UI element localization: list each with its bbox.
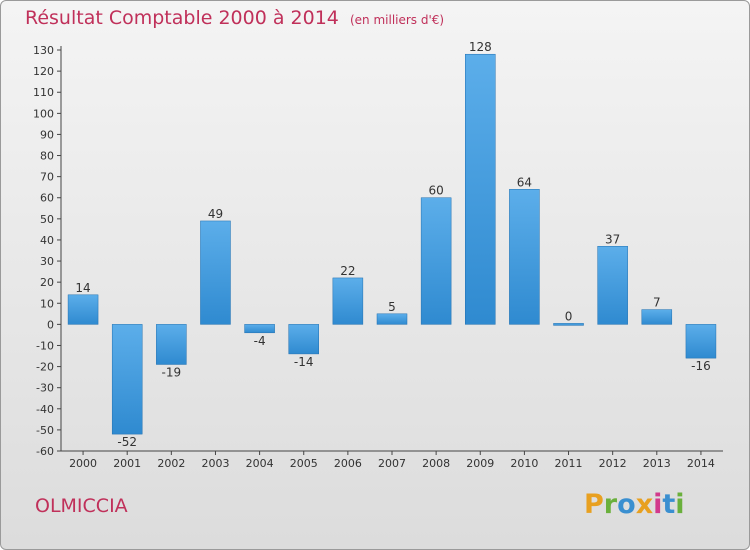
- logo-letter: x: [635, 489, 654, 520]
- x-tick-label: 2003: [201, 457, 229, 470]
- proxiti-logo: Proxiti: [584, 489, 685, 520]
- bar-value-label: 22: [340, 264, 355, 278]
- bar: [67, 294, 99, 325]
- x-tick-label: 2007: [378, 457, 406, 470]
- y-tick-label: -40: [36, 403, 54, 416]
- y-tick-label: -60: [36, 445, 54, 458]
- bar: [200, 220, 231, 325]
- y-tick-label: 130: [33, 44, 54, 57]
- bar-value-label: 7: [653, 296, 661, 310]
- title-main: Résultat Comptable 2000 à 2014: [25, 7, 339, 29]
- x-tick-label: 2013: [643, 457, 671, 470]
- y-tick-label: 100: [33, 107, 54, 120]
- bar: [509, 189, 540, 325]
- bar-value-label: -14: [294, 355, 314, 369]
- bar-value-label: -52: [117, 435, 137, 449]
- logo-letter: r: [603, 489, 618, 520]
- y-tick-label: 110: [33, 86, 54, 99]
- bar: [288, 324, 319, 355]
- y-tick-label: 0: [47, 318, 54, 331]
- y-tick-label: -20: [36, 361, 54, 374]
- bar-value-label: -16: [691, 359, 711, 373]
- y-tick-label: 60: [40, 192, 54, 205]
- bar-value-label: 60: [428, 184, 443, 198]
- bar: [376, 313, 408, 325]
- y-tick-label: -50: [36, 424, 54, 437]
- bar-value-label: 64: [517, 175, 532, 189]
- chart-title: Résultat Comptable 2000 à 2014 (en milli…: [25, 7, 444, 29]
- y-tick-label: 80: [40, 150, 54, 163]
- x-tick-label: 2009: [466, 457, 494, 470]
- x-tick-label: 2006: [334, 457, 362, 470]
- bar: [553, 323, 584, 326]
- x-tick-label: 2005: [290, 457, 318, 470]
- commune-name: OLMICCIA: [35, 495, 128, 517]
- x-tick-label: 2002: [157, 457, 185, 470]
- y-tick-label: 30: [40, 255, 54, 268]
- bar: [156, 324, 187, 365]
- y-tick-label: 20: [40, 276, 54, 289]
- bar: [597, 246, 628, 325]
- bar-value-label: 14: [75, 281, 90, 295]
- y-tick-label: 120: [33, 65, 54, 78]
- x-tick-label: 2000: [69, 457, 97, 470]
- bar-value-label: 128: [469, 40, 492, 54]
- bar: [465, 53, 496, 325]
- bar: [641, 309, 673, 325]
- bar: [420, 197, 452, 325]
- x-tick-label: 2011: [555, 457, 583, 470]
- y-tick-label: 40: [40, 234, 54, 247]
- y-tick-label: 90: [40, 128, 54, 141]
- y-tick-label: 10: [40, 297, 54, 310]
- logo-letter: o: [617, 489, 636, 520]
- bar-value-label: 5: [388, 300, 396, 314]
- y-tick-label: -10: [36, 339, 54, 352]
- bar: [685, 324, 717, 359]
- x-tick-label: 2014: [687, 457, 715, 470]
- bar-value-label: 49: [208, 207, 223, 221]
- bar-value-label: 37: [605, 232, 620, 246]
- logo-letter: i: [675, 489, 685, 520]
- logo-letter: i: [653, 489, 663, 520]
- x-tick-label: 2001: [113, 457, 141, 470]
- title-subtitle: (en milliers d'€): [349, 13, 445, 27]
- y-tick-label: 70: [40, 171, 54, 184]
- bar-value-label: 0: [565, 309, 573, 323]
- bar: [332, 277, 364, 325]
- bar: [111, 324, 143, 435]
- x-tick-label: 2012: [599, 457, 627, 470]
- bar: [244, 324, 275, 334]
- x-tick-label: 2004: [246, 457, 274, 470]
- y-tick-label: 50: [40, 213, 54, 226]
- y-tick-label: -30: [36, 382, 54, 395]
- x-tick-label: 2008: [422, 457, 450, 470]
- x-tick-label: 2010: [510, 457, 538, 470]
- bar-value-label: -19: [162, 365, 182, 379]
- bar-value-label: -4: [254, 334, 266, 348]
- logo-letter: P: [584, 489, 604, 520]
- logo-letter: t: [662, 489, 676, 520]
